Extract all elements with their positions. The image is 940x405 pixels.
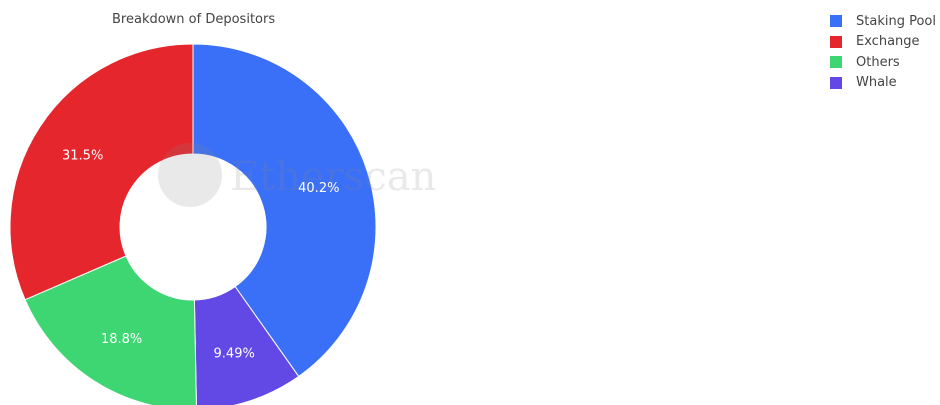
- slice-whale[interactable]: [193, 285, 300, 405]
- legend-item-whale[interactable]: Whale: [830, 73, 936, 94]
- legend-item-exchange[interactable]: Exchange: [830, 32, 936, 53]
- value-label-exchange: 31.5%: [62, 149, 103, 164]
- legend-label: Staking Pool: [856, 13, 936, 29]
- watermark-logo: [158, 143, 222, 207]
- legend-item-staking-pool[interactable]: Staking Pool: [830, 11, 936, 32]
- slice-others[interactable]: [24, 255, 197, 405]
- slice-group: [9, 43, 377, 405]
- value-label-staking-pool: 40.2%: [298, 181, 339, 196]
- watermark-text: Etherscan: [230, 154, 436, 200]
- legend-swatch: [830, 76, 842, 89]
- legend-swatch: [830, 56, 842, 69]
- legend-label: Others: [856, 54, 900, 70]
- chart-title: Breakdown of Depositors: [112, 12, 276, 27]
- slice-exchange[interactable]: [9, 43, 194, 301]
- value-label-group: 40.2% 9.49% 18.8% 31.5%: [62, 149, 339, 362]
- legend-swatch: [830, 15, 842, 28]
- legend-label: Exchange: [856, 34, 920, 50]
- value-label-others: 18.8%: [101, 332, 142, 347]
- value-label-whale: 9.49%: [214, 346, 255, 361]
- legend: Staking Pool Exchange Others Whale: [830, 11, 936, 93]
- watermark: Etherscan: [158, 143, 436, 207]
- legend-label: Whale: [856, 75, 897, 91]
- legend-item-others[interactable]: Others: [830, 52, 936, 73]
- legend-swatch: [830, 35, 842, 48]
- slice-staking-pool[interactable]: [192, 43, 377, 378]
